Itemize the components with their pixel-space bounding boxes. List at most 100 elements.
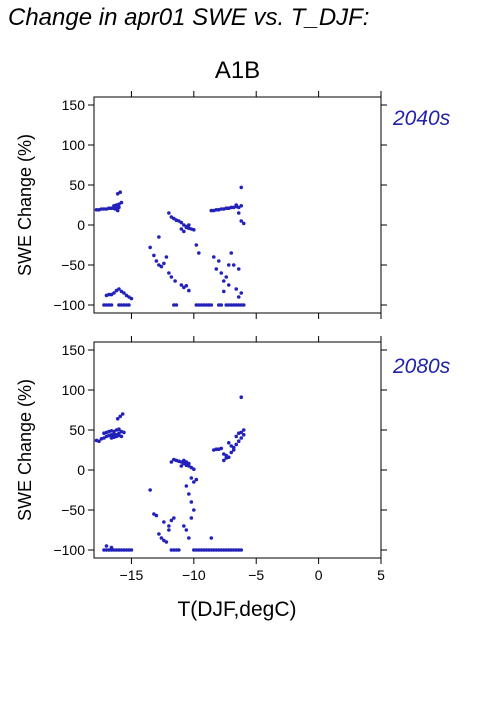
data-point xyxy=(204,303,209,307)
data-point xyxy=(172,548,176,552)
data-point xyxy=(234,303,239,307)
data-point xyxy=(214,208,219,212)
y-tick-label: 0 xyxy=(77,462,85,478)
data-point xyxy=(209,208,214,213)
data-point xyxy=(129,296,134,301)
data-point xyxy=(107,303,111,307)
y-tick-label: 150 xyxy=(62,342,86,358)
data-point xyxy=(152,253,156,258)
data-point xyxy=(122,548,126,552)
data-point xyxy=(182,229,186,234)
data-point xyxy=(241,303,246,307)
data-point xyxy=(224,548,229,552)
x-tick-label: −5 xyxy=(248,567,264,583)
data-point xyxy=(239,436,244,440)
data-point xyxy=(226,441,231,445)
data-point xyxy=(154,513,159,518)
y-axis-label: SWE Change (%) xyxy=(15,134,35,276)
data-point xyxy=(157,235,161,239)
data-point xyxy=(148,488,152,492)
data-point xyxy=(157,532,161,536)
y-tick-label: 100 xyxy=(62,137,86,153)
data-point xyxy=(221,289,226,294)
data-point xyxy=(236,303,241,307)
data-point xyxy=(207,548,211,552)
data-point xyxy=(209,303,214,307)
data-point xyxy=(239,204,244,208)
data-point xyxy=(174,303,179,307)
data-point xyxy=(231,448,236,452)
period-label-2040s: 2040s xyxy=(393,107,451,130)
data-point xyxy=(224,303,229,307)
data-point xyxy=(241,221,246,226)
data-point xyxy=(239,430,244,435)
scenario-title: A1B xyxy=(214,57,261,84)
data-point xyxy=(234,548,239,552)
data-point xyxy=(159,264,164,269)
data-point xyxy=(179,220,184,225)
data-point xyxy=(187,288,191,293)
data-point xyxy=(99,207,104,211)
data-point xyxy=(214,447,219,452)
data-point xyxy=(117,287,121,291)
data-point xyxy=(219,548,224,552)
data-point xyxy=(169,460,174,464)
data-point xyxy=(221,548,226,552)
data-point xyxy=(117,427,121,432)
period-label-2080s: 2080s xyxy=(393,355,451,378)
data-point xyxy=(184,484,189,488)
data-point xyxy=(167,211,171,215)
data-point xyxy=(127,548,131,552)
data-point xyxy=(109,548,114,552)
data-point xyxy=(236,295,241,299)
y-tick-label: −50 xyxy=(61,257,85,273)
data-point xyxy=(239,185,244,190)
data-point xyxy=(102,207,106,211)
data-point xyxy=(229,205,234,210)
data-point xyxy=(107,292,111,297)
data-point xyxy=(236,548,241,552)
data-point xyxy=(174,548,179,552)
x-tick-label: 0 xyxy=(315,567,323,583)
data-point xyxy=(169,275,174,279)
data-point xyxy=(192,508,196,512)
data-point xyxy=(226,283,231,287)
y-tick-label: −50 xyxy=(61,502,85,518)
data-point xyxy=(234,442,239,447)
data-point xyxy=(187,461,191,466)
x-axis-label: T(DJF,degC) xyxy=(177,598,296,621)
data-point xyxy=(241,433,246,437)
data-point xyxy=(107,206,111,210)
plot-frame xyxy=(93,341,382,559)
data-point xyxy=(209,536,214,540)
data-point xyxy=(154,259,159,263)
data-point xyxy=(239,303,244,307)
data-point xyxy=(184,528,189,532)
data-point xyxy=(179,283,184,287)
data-point xyxy=(189,500,194,504)
data-point xyxy=(167,524,171,528)
y-tick-label: 50 xyxy=(69,177,85,193)
scatter-panel-2040s: −100 −50 0 50 100 150 SWE Change (%) xyxy=(15,91,387,319)
data-point xyxy=(115,208,120,213)
data-point xyxy=(229,444,234,448)
data-point xyxy=(124,303,129,307)
data-point xyxy=(226,303,231,307)
y-tick-label: 150 xyxy=(62,97,86,113)
data-point xyxy=(202,303,206,307)
data-point xyxy=(204,548,209,552)
data-point xyxy=(194,243,199,247)
data-point xyxy=(229,548,234,552)
data-point xyxy=(124,548,129,552)
main-title: Change in apr01 SWE vs. T_DJF: xyxy=(8,4,370,31)
data-point xyxy=(236,267,241,271)
data-point xyxy=(199,548,204,552)
data-point xyxy=(148,245,152,250)
data-point xyxy=(192,548,196,552)
data-point xyxy=(234,287,239,291)
y-tick-label: −100 xyxy=(53,297,85,313)
data-point xyxy=(189,476,194,480)
data-point xyxy=(187,223,191,227)
data-point xyxy=(207,303,211,307)
